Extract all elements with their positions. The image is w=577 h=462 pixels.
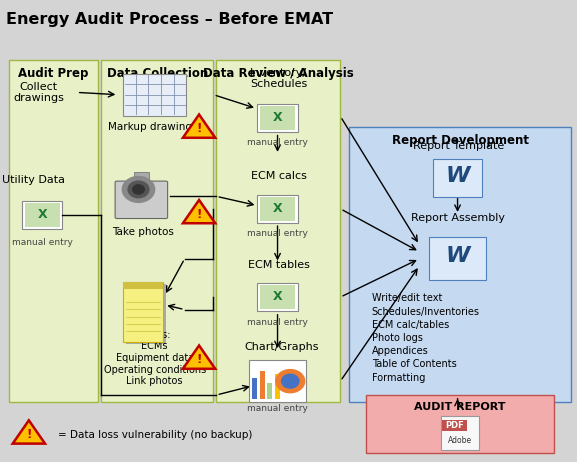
- Text: manual entry: manual entry: [247, 229, 308, 238]
- FancyBboxPatch shape: [123, 282, 163, 289]
- FancyBboxPatch shape: [366, 395, 554, 453]
- Text: Collect
drawings: Collect drawings: [13, 82, 64, 103]
- Text: Markup drawings: Markup drawings: [107, 122, 197, 132]
- Polygon shape: [183, 346, 215, 369]
- FancyBboxPatch shape: [433, 159, 482, 197]
- FancyBboxPatch shape: [267, 383, 272, 399]
- FancyBboxPatch shape: [260, 106, 295, 130]
- Text: Notes:
ECMs
Equipment data
Operating conditions
Link photos: Notes: ECMs Equipment data Operating con…: [103, 330, 206, 386]
- Text: = Data loss vulnerability (no backup): = Data loss vulnerability (no backup): [58, 430, 252, 440]
- Text: X: X: [273, 201, 282, 214]
- FancyBboxPatch shape: [257, 283, 298, 311]
- Text: Audit Prep: Audit Prep: [18, 67, 88, 80]
- FancyBboxPatch shape: [115, 181, 167, 219]
- FancyBboxPatch shape: [441, 416, 479, 450]
- Circle shape: [282, 374, 299, 388]
- Text: Adobe: Adobe: [448, 436, 472, 445]
- Text: ECM calcs: ECM calcs: [251, 171, 306, 182]
- FancyBboxPatch shape: [126, 284, 166, 344]
- Text: W: W: [445, 166, 470, 186]
- FancyBboxPatch shape: [249, 360, 306, 402]
- Text: AUDIT REPORT: AUDIT REPORT: [414, 402, 506, 412]
- FancyBboxPatch shape: [252, 378, 257, 399]
- Text: Report Development: Report Development: [392, 134, 529, 147]
- Text: Data Collection: Data Collection: [107, 67, 208, 80]
- Text: manual entry: manual entry: [12, 238, 73, 247]
- Polygon shape: [183, 200, 215, 223]
- Text: Energy Audit Process – Before EMAT: Energy Audit Process – Before EMAT: [6, 12, 333, 26]
- Text: PDF: PDF: [445, 421, 464, 430]
- FancyBboxPatch shape: [123, 282, 163, 342]
- Text: ECM tables: ECM tables: [248, 260, 310, 270]
- Circle shape: [133, 185, 144, 194]
- Text: Data Review / Analysis: Data Review / Analysis: [203, 67, 354, 80]
- FancyBboxPatch shape: [429, 237, 486, 280]
- Text: !: !: [196, 353, 202, 366]
- Text: manual entry: manual entry: [247, 317, 308, 327]
- Text: W: W: [445, 246, 470, 266]
- Circle shape: [276, 370, 305, 393]
- FancyBboxPatch shape: [260, 285, 295, 309]
- Text: !: !: [196, 122, 202, 135]
- Text: Report Template: Report Template: [413, 140, 504, 151]
- FancyBboxPatch shape: [257, 195, 298, 223]
- FancyBboxPatch shape: [260, 197, 295, 221]
- FancyBboxPatch shape: [349, 127, 571, 402]
- FancyBboxPatch shape: [260, 371, 265, 399]
- Text: Inventory/
Schedules: Inventory/ Schedules: [250, 68, 308, 89]
- FancyBboxPatch shape: [9, 60, 98, 402]
- Polygon shape: [183, 115, 215, 138]
- Text: !: !: [196, 208, 202, 221]
- FancyBboxPatch shape: [22, 201, 62, 229]
- Text: Report Assembly: Report Assembly: [411, 213, 504, 223]
- Text: X: X: [38, 207, 47, 220]
- FancyBboxPatch shape: [101, 60, 213, 402]
- FancyBboxPatch shape: [25, 203, 59, 227]
- Text: Take photos: Take photos: [112, 227, 174, 237]
- FancyBboxPatch shape: [257, 104, 298, 132]
- Text: X: X: [273, 110, 282, 123]
- FancyBboxPatch shape: [275, 374, 280, 399]
- Text: !: !: [26, 428, 32, 441]
- Text: Chart/Graphs: Chart/Graphs: [244, 342, 319, 353]
- Text: manual entry: manual entry: [247, 138, 308, 147]
- FancyBboxPatch shape: [216, 60, 340, 402]
- Circle shape: [122, 176, 155, 202]
- Text: X: X: [273, 290, 282, 303]
- FancyBboxPatch shape: [123, 74, 186, 116]
- Circle shape: [128, 181, 149, 198]
- FancyBboxPatch shape: [442, 420, 467, 431]
- Text: manual entry: manual entry: [247, 404, 308, 413]
- Text: Write/edit text
Schedules/Inventories
ECM calc/tables
Photo logs
Appendices
Tabl: Write/edit text Schedules/Inventories EC…: [372, 293, 479, 383]
- Polygon shape: [13, 420, 45, 444]
- Text: Utility Data: Utility Data: [2, 175, 65, 185]
- FancyBboxPatch shape: [134, 172, 149, 180]
